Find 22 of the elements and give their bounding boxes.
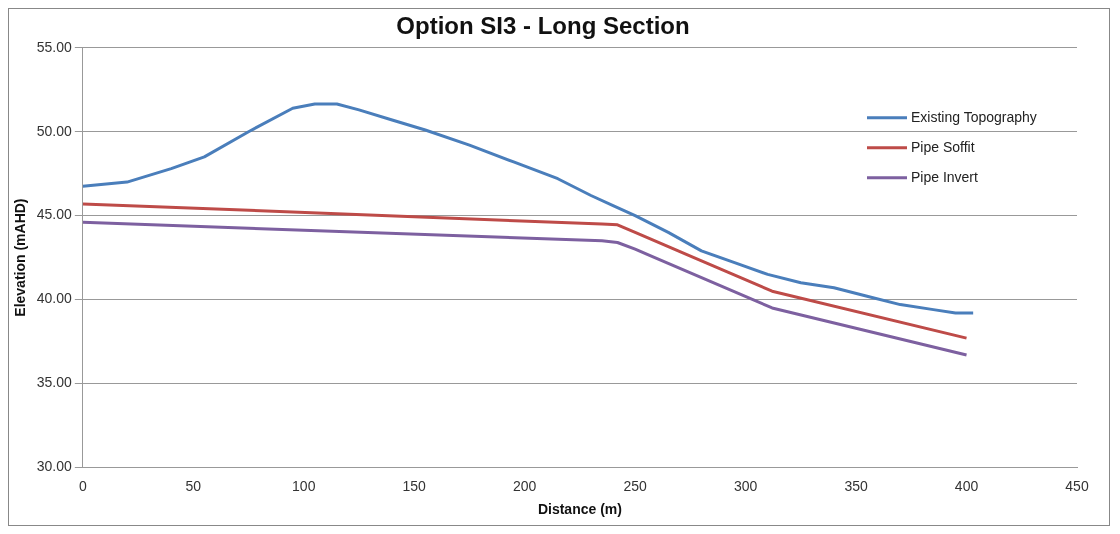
x-tick-label: 450	[1065, 477, 1089, 494]
y-tick-label: 45.00	[36, 206, 73, 223]
legend-label: Existing Topography	[911, 108, 1037, 125]
x-tick-label: 250	[623, 477, 648, 494]
y-tick-label: 35.00	[36, 374, 73, 391]
x-axis-title: Distance (m)	[537, 501, 622, 518]
x-tick-label: 300	[733, 477, 758, 494]
y-tick-label: 55.00	[36, 38, 73, 55]
x-tick-label: 150	[402, 477, 427, 494]
legend-label: Pipe Soffit	[911, 138, 975, 155]
y-axis-title: Elevation (mAHD)	[12, 198, 29, 317]
x-tick-label: 50	[185, 477, 202, 494]
y-tick-label: 40.00	[36, 290, 73, 307]
y-tick-label: 30.00	[36, 458, 73, 475]
x-tick-label: 100	[292, 477, 316, 494]
y-tick-label: 50.00	[36, 122, 73, 139]
x-tick-label: 400	[954, 477, 979, 494]
chart-title: Option SI3 - Long Section	[396, 12, 690, 40]
legend-label: Pipe Invert	[911, 168, 979, 185]
x-tick-label: 200	[513, 477, 537, 494]
x-tick-label: 350	[844, 477, 868, 494]
x-tick-label: 0	[78, 477, 87, 494]
